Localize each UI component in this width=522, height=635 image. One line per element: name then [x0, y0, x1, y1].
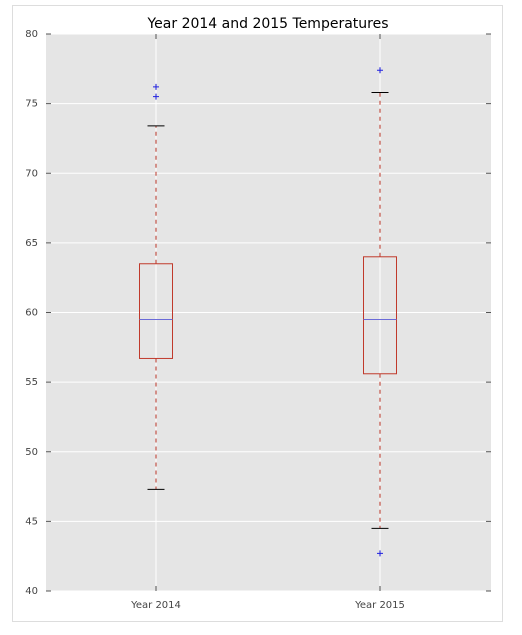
- flier: [153, 83, 159, 90]
- y-tick-label: 55: [25, 377, 38, 388]
- y-tick-label: 60: [25, 308, 38, 319]
- flier: [377, 67, 383, 74]
- y-tick-label: 45: [25, 516, 38, 527]
- flier: [377, 550, 383, 557]
- x-tick-label: Year 2015: [354, 600, 405, 611]
- y-tick-label: 80: [25, 29, 38, 40]
- box: [363, 256, 397, 375]
- flier: [153, 93, 159, 100]
- box: [139, 263, 173, 359]
- y-tick-label: 65: [25, 238, 38, 249]
- y-tick-label: 70: [25, 168, 38, 179]
- y-tick-label: 50: [25, 447, 38, 458]
- y-tick-label: 75: [25, 99, 38, 110]
- y-tick-label: 40: [25, 586, 38, 597]
- chart-title: Year 2014 and 2015 Temperatures: [146, 16, 388, 32]
- x-tick-label: Year 2014: [130, 600, 181, 611]
